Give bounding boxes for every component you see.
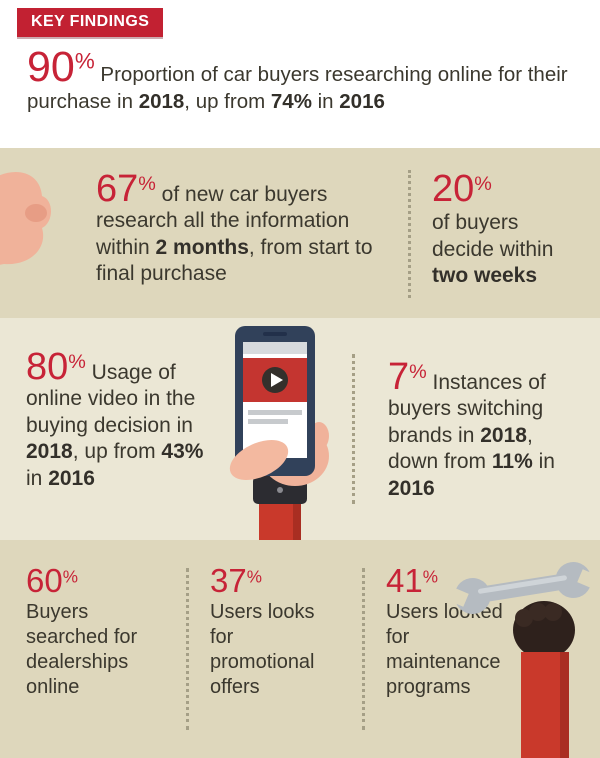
stat-dealership-search: 60% Buyers searched for dealerships onlin… xyxy=(26,562,168,700)
stat-online-video: 80% Usage of online video in the buying … xyxy=(26,348,218,492)
percent-sign: % xyxy=(246,566,262,587)
stat-dealership-search-number: 60% xyxy=(26,562,78,599)
stat-brand-switching-number: 7% xyxy=(388,356,427,398)
stat-promotional-offers-number: 37% xyxy=(210,562,262,599)
percent-sign: % xyxy=(474,173,492,196)
dotted-divider xyxy=(186,568,189,730)
key-findings-banner: KEY FINDINGS xyxy=(17,8,164,37)
stat-online-video-number: 80% xyxy=(26,346,86,388)
wrench-hand-illustration xyxy=(448,562,598,758)
stat-brand-switching: 7% Instances of buyers switching brands … xyxy=(388,358,576,502)
band-after-sales: 60% Buyers searched for dealerships onlin… xyxy=(0,540,600,758)
stat-decide-two-weeks-text: of buyers decide within two weeks xyxy=(432,211,554,288)
stat-research-two-months-number: 67% xyxy=(96,168,156,210)
percent-sign: % xyxy=(138,173,156,196)
stat-online-research: 90% Proportion of car buyers researching… xyxy=(27,46,575,115)
stat-maintenance-programs: 41% Users looked for maintenance programs xyxy=(386,562,524,700)
stat-promotional-offers-text: Users looks for promotional offers xyxy=(210,600,315,699)
stat-research-two-months-text: of new car buyers research all the infor… xyxy=(96,183,373,286)
dotted-divider xyxy=(362,568,365,730)
stat-promotional-offers: 37% Users looks for promotional offers xyxy=(210,562,342,700)
stat-online-video-text: Usage of online video in the buying deci… xyxy=(26,361,204,490)
band-online-video: 80% Usage of online video in the buying … xyxy=(0,318,600,540)
percent-sign: % xyxy=(74,48,95,74)
stat-brand-switching-text: Instances of buyers switching brands in … xyxy=(388,371,555,500)
stat-online-research-number: 90% xyxy=(27,43,95,91)
percent-sign: % xyxy=(422,566,438,587)
stat-research-two-months: 67% of new car buyers research all the i… xyxy=(96,170,388,288)
stat-decide-two-weeks-number: 20% xyxy=(432,168,492,210)
percent-sign: % xyxy=(62,566,78,587)
band-research-duration: 67% of new car buyers research all the i… xyxy=(0,148,600,318)
stat-decide-two-weeks: 20% of buyers decide within two weeks xyxy=(432,168,577,290)
stat-maintenance-programs-number: 41% xyxy=(386,562,438,599)
stat-online-research-text: Proportion of car buyers researching onl… xyxy=(27,63,568,113)
hand-illustration xyxy=(0,172,51,265)
percent-sign: % xyxy=(68,351,86,374)
percent-sign: % xyxy=(409,361,427,384)
dotted-divider xyxy=(352,354,355,504)
dotted-divider xyxy=(408,170,411,298)
smartphone-video-illustration xyxy=(229,326,329,540)
stat-maintenance-programs-text: Users looked for maintenance programs xyxy=(386,600,503,699)
stat-dealership-search-text: Buyers searched for dealerships online xyxy=(26,600,138,699)
